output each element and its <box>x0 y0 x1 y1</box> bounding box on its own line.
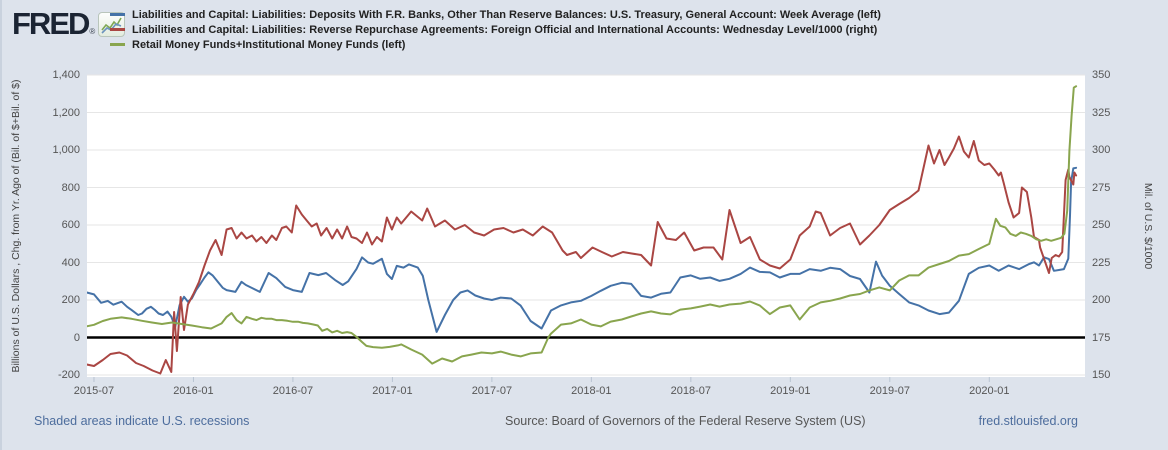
left-axis-tick-200: 200 <box>61 294 80 306</box>
x-axis-tick-2019-01: 2019-01 <box>770 385 811 397</box>
source-text: Source: Board of Governors of the Federa… <box>505 414 866 428</box>
left-axis-tick-1,000: 1,000 <box>52 144 80 156</box>
legend-swatch-green <box>110 43 125 46</box>
series-line-treasury-general-account <box>87 166 1078 333</box>
right-axis-tick-300: 300 <box>1092 144 1111 156</box>
series-line-foreign-reverse-repo <box>87 135 1078 375</box>
left-axis-tick-800: 800 <box>61 181 80 194</box>
legend-label-money-funds: Retail Money Funds+Institutional Money F… <box>132 38 406 51</box>
left-axis-tick-1,400: 1,400 <box>52 69 80 81</box>
right-axis-tick-150: 150 <box>1092 369 1111 381</box>
right-axis-tick-325: 325 <box>1092 106 1111 119</box>
x-axis-tick-2015-07: 2015-07 <box>73 385 115 397</box>
left-axis-tick-400: 400 <box>61 256 80 269</box>
right-axis-tick-275: 275 <box>1092 181 1111 194</box>
legend-item-money-funds[interactable]: Retail Money Funds+Institutional Money F… <box>110 37 881 52</box>
recessions-note-link[interactable]: Shaded areas indicate U.S. recessions <box>34 414 250 428</box>
x-axis-tick-2017-01: 2017-01 <box>372 385 413 397</box>
left-axis-tick-1,200: 1,200 <box>52 106 80 119</box>
legend-swatch-blue <box>110 13 125 16</box>
x-axis-tick-2016-01: 2016-01 <box>173 385 214 397</box>
series-line-retail-plus-institutional-money-funds <box>87 85 1078 365</box>
legend-swatch-red <box>110 28 125 31</box>
legend-label-tga: Liabilities and Capital: Liabilities: De… <box>132 8 881 21</box>
right-axis-tick-350: 350 <box>1092 69 1111 81</box>
legend-item-tga[interactable]: Liabilities and Capital: Liabilities: De… <box>110 7 881 22</box>
left-axis-tick-0: 0 <box>73 331 80 344</box>
left-axis-tick--200: -200 <box>57 369 80 381</box>
right-axis-tick-225: 225 <box>1092 256 1111 269</box>
x-axis-tick-2018-07: 2018-07 <box>670 385 712 397</box>
legend-item-foreign-rrp[interactable]: Liabilities and Capital: Liabilities: Re… <box>110 22 881 37</box>
fred-logo-text: FRED <box>12 6 90 41</box>
registered-trademark-icon: ® <box>89 27 96 36</box>
x-axis-tick-2020-01: 2020-01 <box>969 385 1010 397</box>
plot-background <box>87 75 1085 377</box>
left-axis-tick-600: 600 <box>61 219 80 231</box>
x-axis-tick-2017-07: 2017-07 <box>471 385 513 397</box>
legend-label-foreign-rrp: Liabilities and Capital: Liabilities: Re… <box>132 23 878 36</box>
x-axis-tick-2016-07: 2016-07 <box>272 385 314 397</box>
chart-legend: Liabilities and Capital: Liabilities: De… <box>110 7 881 52</box>
right-axis-tick-175: 175 <box>1092 331 1111 344</box>
right-axis-tick-200: 200 <box>1092 294 1111 306</box>
fred-url-link[interactable]: fred.stlouisfed.org <box>978 414 1078 428</box>
right-axis-tick-250: 250 <box>1092 219 1111 231</box>
x-axis-tick-2019-07: 2019-07 <box>869 385 910 397</box>
x-axis-tick-2018-01: 2018-01 <box>571 385 612 397</box>
